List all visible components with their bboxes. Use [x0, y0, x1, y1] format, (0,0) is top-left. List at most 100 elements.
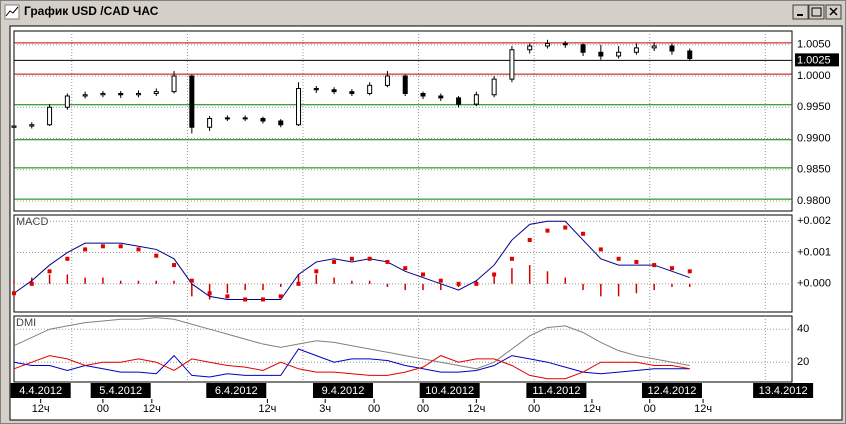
candle-body: [402, 75, 408, 94]
y-tick-label: +0.002: [797, 215, 831, 227]
candle-body: [296, 88, 302, 126]
signal-dot: [83, 247, 88, 252]
signal-dot: [332, 259, 337, 264]
candle-body: [562, 43, 568, 46]
signal-dot: [403, 266, 408, 271]
candle-body: [598, 51, 604, 57]
date-box: [753, 383, 814, 398]
date-label: 10.4.2012: [425, 385, 474, 397]
signal-dot: [118, 244, 123, 249]
signal-dot: [100, 244, 105, 249]
candle-body: [153, 91, 159, 94]
signal-dot: [154, 253, 159, 258]
candle-body: [100, 93, 106, 96]
signal-dot: [385, 259, 390, 264]
candle-body: [331, 89, 337, 93]
y-tick-label: 0.9800: [797, 195, 831, 207]
candle-body: [82, 94, 88, 97]
date-label: 6.4.2012: [215, 385, 258, 397]
candle-body: [491, 78, 497, 96]
y-tick-label: +0.000: [797, 278, 831, 290]
candle-body: [527, 45, 533, 51]
candle-body: [349, 91, 355, 94]
hour-label: 12ч: [467, 403, 485, 415]
candle-body: [633, 47, 639, 53]
app-icon: [4, 4, 20, 20]
candle-body: [367, 84, 373, 94]
candle-body: [64, 95, 70, 108]
candle-body: [11, 125, 17, 128]
signal-dot: [349, 256, 354, 261]
signal-dot: [545, 228, 550, 233]
signal-dot: [581, 231, 586, 236]
candle-body: [651, 45, 657, 49]
hour-label: 00: [97, 403, 109, 415]
date-box: [206, 383, 267, 398]
candle-body: [313, 88, 319, 91]
y-tick-label: 0.9850: [797, 164, 831, 176]
hour-label: 12ч: [583, 403, 601, 415]
y-tick-label: +0.001: [797, 246, 831, 258]
panel-label: MACD: [16, 216, 48, 228]
candle-body: [509, 49, 515, 80]
candle-body: [135, 93, 141, 96]
signal-dot: [492, 272, 497, 277]
candle-body: [207, 118, 213, 128]
signal-dot: [616, 256, 621, 261]
maximize-button[interactable]: [808, 4, 825, 20]
date-box: [419, 383, 480, 398]
signal-dot: [314, 269, 319, 274]
date-label: 9.4.2012: [322, 385, 365, 397]
candle-body: [456, 97, 462, 105]
hour-label: 12ч: [258, 403, 276, 415]
hour-label: 00: [368, 403, 380, 415]
signal-dot: [563, 225, 568, 230]
hour-label: 00: [528, 403, 540, 415]
close-button[interactable]: [825, 4, 842, 20]
hour-label: 12ч: [32, 403, 50, 415]
series-line: [13, 355, 690, 380]
signal-dot: [260, 297, 265, 302]
last-price-box: [795, 53, 839, 67]
signal-dot: [456, 281, 461, 286]
minimize-button[interactable]: [792, 4, 809, 20]
candle-body: [420, 93, 426, 97]
signal-dot: [421, 272, 426, 277]
series-line: [13, 220, 690, 300]
signal-dot: [652, 263, 657, 268]
candle-body: [118, 93, 124, 96]
window-title: График USD /CAD ЧАС: [24, 4, 159, 18]
candle-body: [473, 94, 479, 105]
date-box: [641, 383, 702, 398]
candle-body: [669, 45, 675, 52]
signal-dot: [65, 256, 70, 261]
signal-dot: [47, 269, 52, 274]
panel-label: DMI: [16, 317, 36, 329]
signal-dot: [172, 263, 177, 268]
signal-dot: [136, 247, 141, 252]
candle-body: [242, 117, 248, 120]
signal-dot: [296, 281, 301, 286]
series-line: [13, 348, 690, 378]
date-label: 12.4.2012: [647, 385, 696, 397]
last-price-label: 1.0025: [797, 54, 831, 66]
hour-label: 00: [417, 403, 429, 415]
date-box: [312, 383, 373, 398]
signal-dot: [669, 266, 674, 271]
date-label: 11.4.2012: [532, 385, 580, 397]
signal-dot: [189, 278, 194, 283]
hour-label: 3ч: [319, 403, 331, 415]
signal-dot: [12, 291, 16, 296]
signal-dot: [598, 247, 603, 252]
date-box: [90, 383, 151, 398]
y-tick-label: 0.9950: [797, 101, 831, 113]
signal-dot: [225, 294, 230, 299]
y-tick-label: 20: [797, 356, 809, 368]
candle-body: [224, 117, 230, 120]
date-box: [526, 383, 587, 398]
hour-label: 00: [644, 403, 656, 415]
y-tick-label: 1.0050: [797, 39, 831, 51]
date-box: [10, 383, 71, 398]
